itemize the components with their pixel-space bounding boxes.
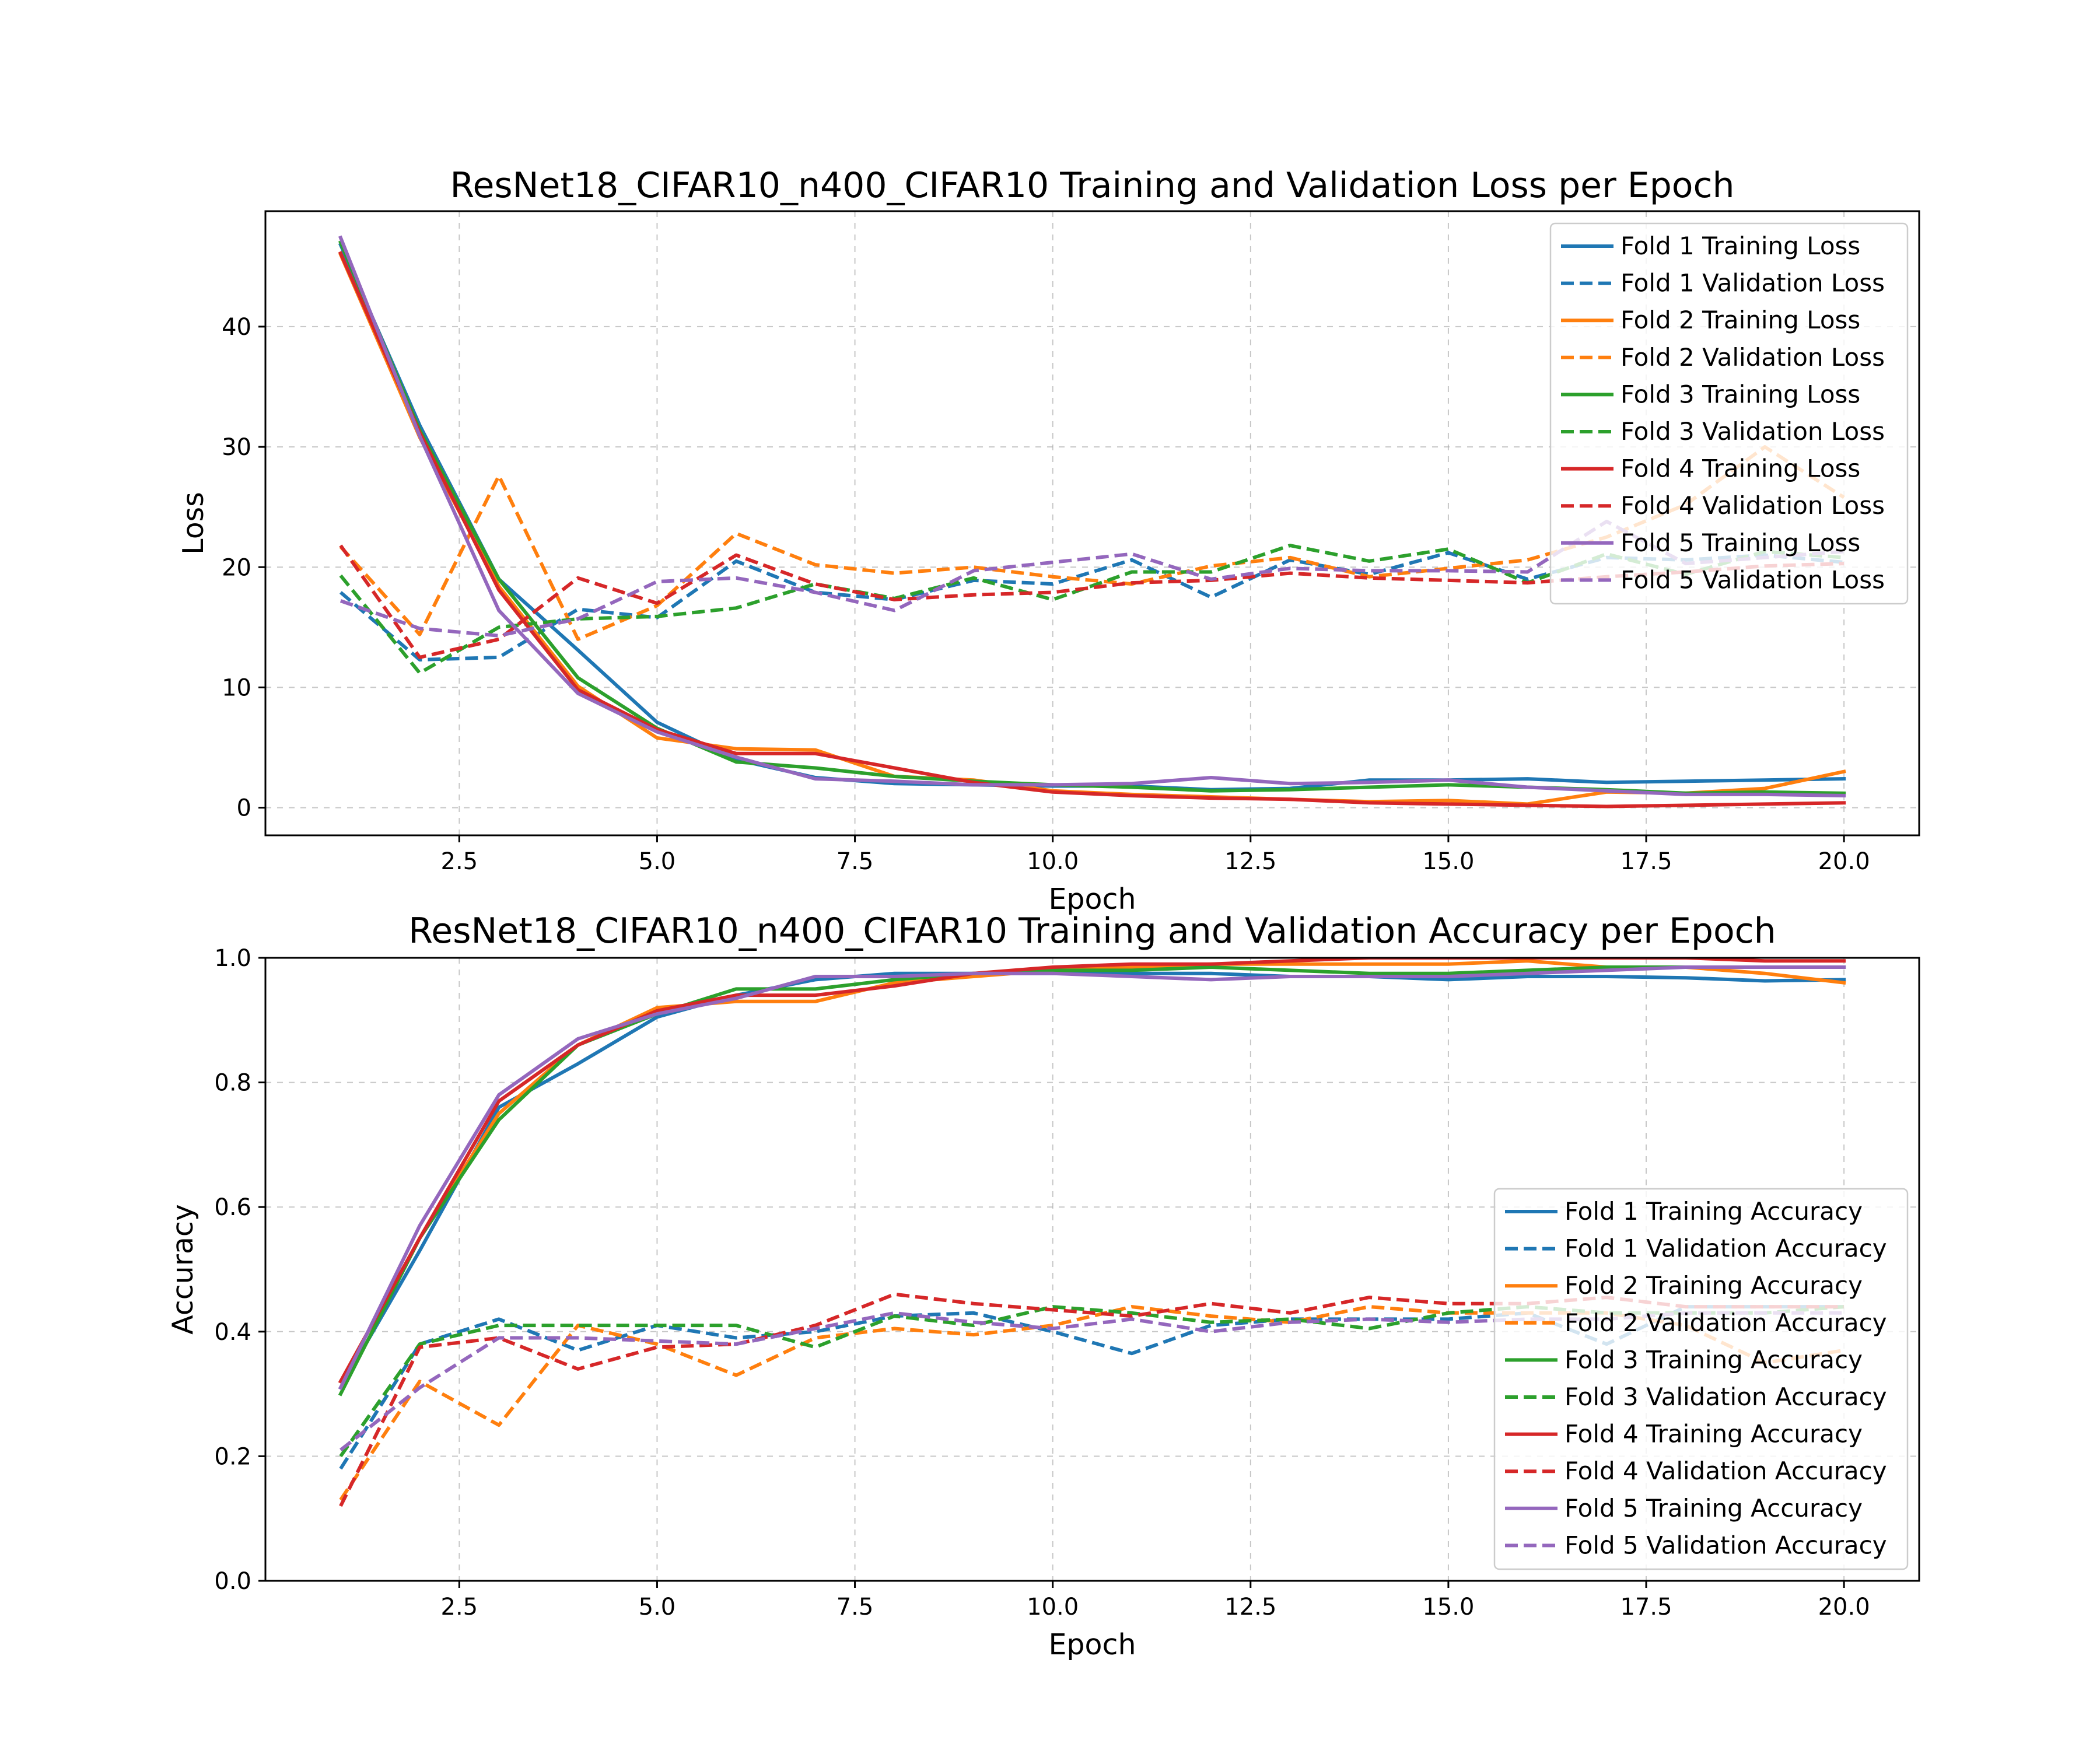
- x-tick-label: 17.5: [1620, 1594, 1672, 1620]
- x-tick-label: 2.5: [441, 1594, 478, 1620]
- x-tick-label: 7.5: [836, 1594, 874, 1620]
- x-tick-label: 15.0: [1422, 1594, 1474, 1620]
- y-tick-label: 0.4: [214, 1319, 251, 1346]
- y-tick-label: 0.0: [214, 1568, 251, 1595]
- legend-box: [1493, 1188, 1909, 1570]
- y-tick-label: 10: [222, 674, 251, 701]
- x-tick-label: 7.5: [836, 848, 874, 875]
- y-tick-label: 0.2: [214, 1443, 251, 1470]
- accuracy-chart: 2.5 5.0 7.5 10.0 12.5 15.0 17.5 20.0 0.0 0.2 0.4 0.…: [166, 911, 1920, 1661]
- fold-4-validation-loss-legend-label: Fold 4 Validation Loss: [1620, 491, 1885, 520]
- x-tick-label: 10.0: [1027, 1594, 1079, 1620]
- fold-5-validation-accuracy-legend-label: Fold 5 Validation Accuracy: [1564, 1531, 1887, 1559]
- loss-chart: 2.5 5.0 7.5 10.0 12.5 15.0 17.5 20.0 0 10 20 30 40 Re…: [177, 165, 1920, 916]
- fold-4-training-accuracy-line: [338, 958, 1846, 1384]
- fold-2-validation-loss-legend-label: Fold 2 Validation Loss: [1620, 343, 1885, 372]
- fold-5-training-accuracy-legend-label: Fold 5 Training Accuracy: [1564, 1494, 1863, 1522]
- fold-1-training-loss-legend-label: Fold 1 Training Loss: [1620, 232, 1860, 260]
- x-tick-label: 17.5: [1620, 848, 1672, 875]
- fold-4-validation-accuracy-legend-label: Fold 4 Validation Accuracy: [1564, 1457, 1887, 1485]
- fold-1-validation-accuracy-legend-label: Fold 1 Validation Accuracy: [1564, 1234, 1887, 1263]
- fold-1-training-accuracy-legend-label: Fold 1 Training Accuracy: [1564, 1197, 1863, 1226]
- axes-frame: [264, 210, 1920, 836]
- y-tick-label: 1.0: [214, 945, 251, 972]
- chart-title: ResNet18_CIFAR10_n400_CIFAR10 Training a…: [450, 165, 1734, 206]
- fold-3-validation-accuracy-legend-label: Fold 3 Validation Accuracy: [1564, 1382, 1887, 1411]
- fold-3-training-accuracy-legend-label: Fold 3 Training Accuracy: [1564, 1345, 1863, 1374]
- x-tick-label: 12.5: [1224, 1594, 1276, 1620]
- x-tick-label: 5.0: [639, 848, 676, 875]
- fold-2-validation-accuracy-legend-label: Fold 2 Validation Accuracy: [1564, 1308, 1887, 1337]
- fold-4-training-loss-line: [338, 251, 1846, 808]
- x-tick-label: 20.0: [1818, 848, 1870, 875]
- fold-5-training-loss-legend-label: Fold 5 Training Loss: [1620, 528, 1860, 557]
- fold-5-validation-loss-legend-label: Fold 5 Validation Loss: [1620, 565, 1885, 594]
- x-tick-label: 20.0: [1818, 1594, 1870, 1620]
- fold-4-training-accuracy-legend-label: Fold 4 Training Accuracy: [1564, 1420, 1863, 1448]
- x-axis-label: Epoch: [1048, 883, 1136, 916]
- x-axis-label: Epoch: [1048, 1628, 1136, 1661]
- x-tick-label: 5.0: [639, 1594, 676, 1620]
- legend: Fold 1 Training Accuracy Fold 1 Validatio…: [1493, 1188, 1909, 1570]
- y-tick-label: 40: [222, 314, 251, 341]
- x-tick-label: 12.5: [1224, 848, 1276, 875]
- fold-4-training-loss-legend-label: Fold 4 Training Loss: [1620, 454, 1860, 483]
- y-tick-label: 0.8: [214, 1070, 251, 1097]
- fold-5-training-loss-line: [338, 235, 1846, 798]
- fold-5-training-accuracy-line: [338, 965, 1846, 1390]
- fold-3-validation-loss-legend-label: Fold 3 Validation Loss: [1620, 417, 1885, 446]
- y-tick-label: 0.6: [214, 1194, 251, 1221]
- y-tick-label: 30: [222, 434, 251, 461]
- fold-2-validation-accuracy-line: [339, 1305, 1845, 1501]
- fold-2-training-accuracy-legend-label: Fold 2 Training Accuracy: [1564, 1271, 1863, 1300]
- fold-3-training-loss-legend-label: Fold 3 Training Loss: [1620, 380, 1860, 408]
- x-tick-label: 10.0: [1027, 848, 1079, 875]
- fold-1-validation-loss-legend-label: Fold 1 Validation Loss: [1620, 269, 1885, 298]
- x-tick-label: 15.0: [1422, 848, 1474, 875]
- chart-title: ResNet18_CIFAR10_n400_CIFAR10 Training a…: [408, 911, 1776, 951]
- y-tick-label: 0: [237, 795, 251, 822]
- axes-frame: [264, 957, 1920, 1582]
- legend-box: [1549, 222, 1909, 605]
- x-tick-label: 2.5: [441, 848, 478, 875]
- y-tick-label: 20: [222, 554, 251, 581]
- y-axis-label: Loss: [177, 492, 210, 554]
- legend: Fold 1 Training Loss Fold 1 Validation Lo…: [1549, 222, 1909, 605]
- fold-2-training-loss-legend-label: Fold 2 Training Loss: [1620, 306, 1860, 334]
- y-axis-label: Accuracy: [166, 1204, 200, 1335]
